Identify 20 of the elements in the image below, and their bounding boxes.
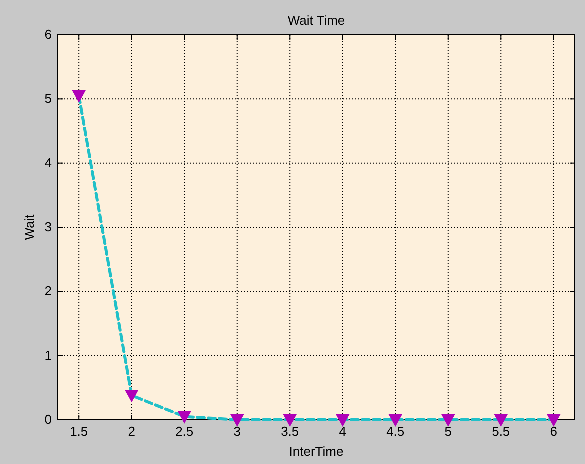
y-axis-title: Wait (22, 214, 37, 240)
y-tick-label: 4 (44, 155, 52, 170)
x-tick-label: 4.5 (386, 424, 405, 439)
x-tick-label: 2 (128, 424, 136, 439)
x-tick-label: 4 (339, 424, 346, 439)
y-tick-label: 3 (44, 220, 52, 234)
x-tick-label: 6 (550, 424, 558, 439)
x-tick-label: 3 (234, 424, 241, 439)
chart-title: Wait Time (288, 13, 346, 28)
y-tick-label: 2 (44, 284, 52, 299)
x-axis-title: InterTime (289, 444, 344, 459)
x-tick-label: 5 (444, 424, 452, 439)
y-tick-label: 1 (44, 348, 52, 363)
x-tick-label: 2.5 (176, 424, 194, 439)
y-tick-label: 5 (44, 91, 52, 106)
x-tick-label: 3.5 (281, 424, 300, 439)
y-tick-label: 0 (44, 412, 52, 427)
x-tick-label: 5.5 (492, 424, 510, 439)
x-tick-label: 1.5 (70, 424, 88, 439)
y-tick-label: 6 (44, 27, 52, 42)
